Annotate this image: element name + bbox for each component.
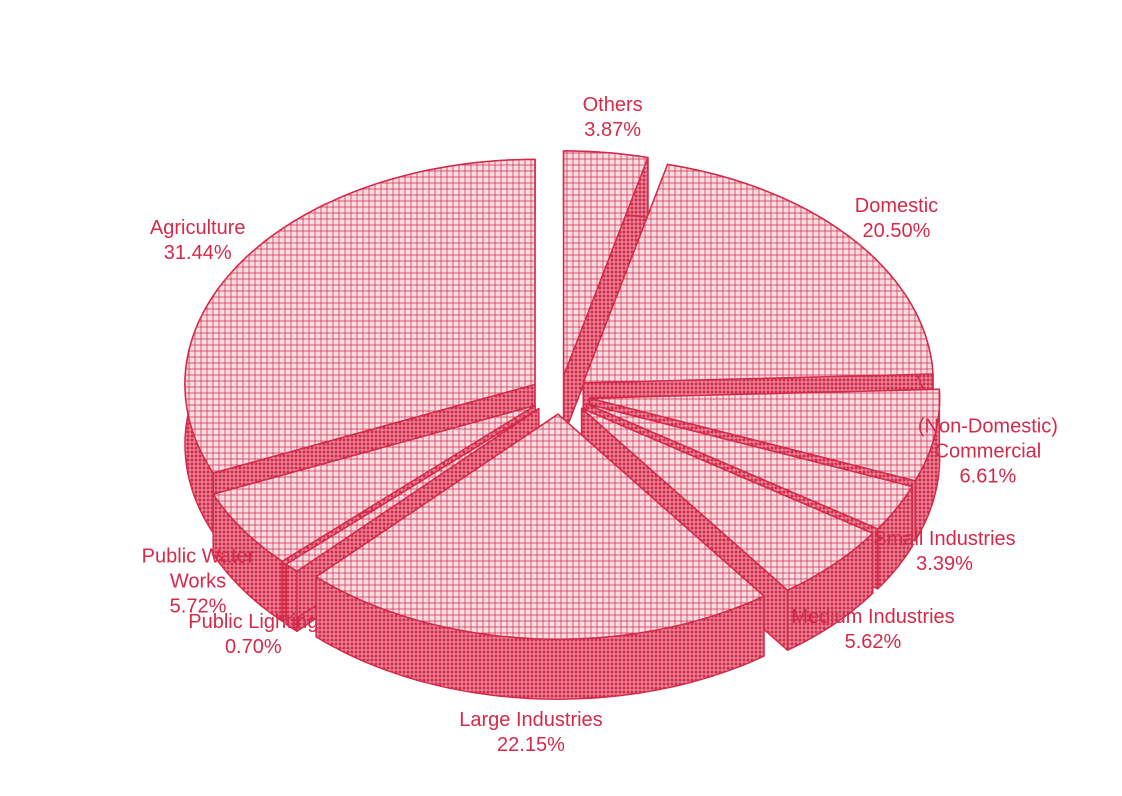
value-label: 5.72%: [169, 595, 227, 618]
category-label: Medium Industries: [791, 605, 955, 628]
category-label: Small Industries: [873, 528, 1016, 551]
slice-label: Public Lighting 0.70%: [168, 610, 338, 660]
slice-top: [580, 407, 874, 591]
value-label: 3.39%: [916, 553, 973, 576]
slice-label: Domestic 20.50%: [811, 194, 981, 244]
slice-label: Medium Industries 5.62%: [788, 605, 958, 655]
slice-top: [315, 413, 765, 640]
slice-top: [562, 150, 649, 377]
slice-top: [184, 158, 536, 474]
slice-label: Large Industries 22.15%: [446, 708, 616, 758]
value-label: 5.62%: [844, 630, 902, 653]
category-label: Others: [582, 94, 643, 117]
category-label: Large Industries: [459, 709, 603, 732]
category-label: Domestic: [854, 194, 939, 217]
slice-top: [212, 404, 536, 563]
value-label: 0.70%: [224, 635, 282, 658]
slice-top: [285, 407, 540, 572]
slice-top: [588, 388, 941, 482]
value-label: 6.61%: [959, 465, 1017, 488]
slice-top: [582, 163, 934, 384]
slice-label: (Non-Domestic) Commercial 6.61%: [903, 414, 1073, 489]
value-label: 20.50%: [862, 219, 931, 242]
slice-label: Public Water Works 5.72%: [113, 545, 283, 620]
slice-label: Small Industries 3.39%: [860, 527, 1030, 577]
category-label: Public Lighting: [188, 610, 319, 633]
value-label: 31.44%: [163, 242, 232, 265]
category-label: Public Water Works: [141, 545, 255, 593]
slice-label: Others 3.87%: [528, 93, 698, 143]
slice: [315, 413, 765, 700]
value-label: 3.87%: [584, 119, 641, 142]
slice-label: Agriculture 31.44%: [113, 216, 283, 266]
value-label: 22.15%: [497, 734, 565, 757]
category-label: Agriculture: [149, 217, 246, 240]
slice-top: [585, 403, 913, 530]
category-label: (Non-Domestic) Commercial: [917, 415, 1058, 463]
